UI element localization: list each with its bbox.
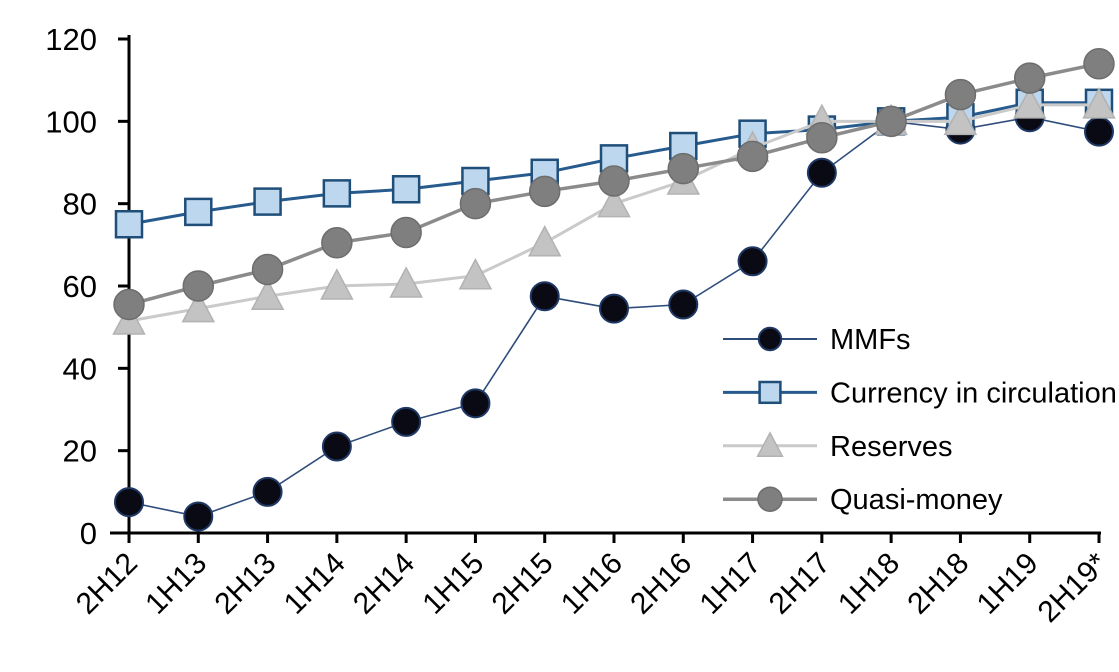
data-point-marker — [181, 290, 216, 323]
data-point-marker — [1083, 47, 1115, 80]
x-axis-tick-label: 2H13 — [208, 547, 282, 621]
x-axis-tick-label: 2H17 — [763, 547, 837, 621]
legend-label: Quasi-money — [830, 484, 1003, 516]
data-point-marker — [1082, 87, 1116, 119]
x-axis-label-group: 1H16 — [555, 547, 629, 621]
x-axis-tick-label: 1H18 — [832, 547, 906, 621]
x-axis-tick-label: 1H17 — [693, 547, 767, 621]
data-point-marker — [806, 157, 837, 188]
data-point-marker — [391, 406, 422, 437]
data-point-marker — [943, 103, 978, 136]
data-point-marker — [806, 122, 838, 154]
x-axis-label-group: 1H13 — [139, 547, 213, 621]
data-point-marker — [875, 105, 907, 138]
series-reserves — [112, 87, 1116, 335]
y-axis-labels: 0 20 40 60 80 100 120 — [45, 22, 97, 551]
legend-label: MMFs — [830, 324, 911, 356]
half-year-index-line-chart: 0 20 40 60 80 100 120 2H12 1H13 2H13 1H14 2H14 1H15 2… — [40, 16, 1119, 656]
y-axis-tick-label: 20 — [63, 434, 97, 469]
y-axis-tick-label: 60 — [63, 269, 97, 304]
x-axis-tick-label: 1H16 — [555, 547, 629, 621]
x-axis-tick-label: 1H19 — [971, 547, 1045, 621]
data-point-marker — [184, 197, 213, 227]
x-axis-label-group: 2H17 — [763, 547, 837, 621]
data-point-marker — [527, 225, 562, 257]
x-axis-label-group: 1H17 — [693, 547, 767, 621]
legend-item-currency-in-circulation: Currency in circulation — [723, 377, 1117, 409]
data-point-marker — [460, 388, 491, 419]
data-point-marker — [529, 281, 560, 312]
x-axis-tick-label: 1H13 — [139, 547, 213, 621]
data-point-marker — [251, 253, 284, 286]
data-point-marker — [737, 246, 768, 277]
data-point-marker — [756, 431, 784, 457]
data-point-marker — [944, 78, 977, 111]
legend: MMFs Currency in circulation Reserves Quasi… — [723, 324, 1117, 516]
data-point-marker — [1084, 116, 1114, 147]
x-axis-tick-label: 2H12 — [70, 547, 144, 621]
x-axis-tick-label: 2H14 — [347, 547, 421, 621]
x-axis-tick-label: 2H15 — [486, 547, 560, 621]
x-axis-label-group: 1H19 — [971, 547, 1045, 621]
data-point-marker — [1012, 87, 1047, 119]
x-axis-label-group: 2H13 — [208, 547, 282, 621]
x-axis-tick-label: 2H18 — [901, 547, 975, 621]
chart-canvas: 0204060801001202H121H132H131H142H141H152… — [45, 22, 1117, 629]
data-point-marker — [253, 187, 282, 216]
legend-label: Currency in circulation — [830, 377, 1117, 409]
axes — [110, 35, 1101, 543]
x-axis-label-group: 2H12 — [70, 547, 144, 621]
y-axis-tick-label: 40 — [63, 351, 97, 386]
legend-item-mmfs: MMFs — [723, 324, 911, 356]
data-point-marker — [598, 165, 630, 197]
x-axis-label-group: 2H15 — [486, 547, 560, 621]
data-point-marker — [758, 380, 782, 405]
data-point-marker — [597, 185, 631, 218]
x-axis-label-group: 1H14 — [278, 547, 352, 621]
x-axis-label-group: 2H18 — [901, 547, 975, 621]
data-point-marker — [321, 227, 353, 259]
data-point-marker — [757, 486, 783, 512]
x-axis-labels: 2H121H132H131H142H141H152H151H162H161H17… — [70, 546, 1114, 629]
y-axis-tick-label: 120 — [45, 22, 97, 57]
data-point-marker — [321, 431, 352, 462]
data-point-marker — [390, 216, 422, 249]
data-point-marker — [182, 270, 215, 302]
legend-item-reserves: Reserves — [723, 431, 953, 463]
x-axis-label-group: 1H18 — [832, 547, 906, 621]
y-axis-tick-label: 100 — [45, 104, 97, 139]
x-axis-label-group: 2H14 — [347, 547, 421, 621]
data-point-marker — [113, 288, 145, 321]
x-axis-tick-label: 1H14 — [278, 547, 352, 621]
x-axis-tick-label: 2H19* — [1032, 546, 1115, 629]
series-quasi-money — [113, 47, 1115, 321]
x-axis-label-group: 2H19* — [1032, 546, 1115, 629]
data-point-marker — [599, 293, 629, 324]
y-axis-tick-label: 80 — [63, 187, 97, 222]
data-point-marker — [736, 140, 769, 173]
data-point-marker — [528, 175, 561, 208]
y-axis-tick-label: 0 — [80, 516, 97, 551]
x-axis-label-group: 2H16 — [624, 547, 698, 621]
data-point-marker — [458, 257, 493, 290]
x-axis-tick-label: 1H15 — [416, 547, 490, 621]
data-point-marker — [667, 152, 700, 185]
data-point-marker — [114, 210, 144, 239]
data-point-marker — [1013, 62, 1046, 94]
data-point-marker — [183, 501, 214, 532]
data-point-marker — [391, 175, 421, 204]
data-point-marker — [389, 266, 423, 298]
x-axis-label-group: 1H15 — [416, 547, 490, 621]
data-point-marker — [757, 326, 783, 352]
legend-item-quasi-money: Quasi-money — [723, 484, 1003, 516]
data-point-marker — [250, 278, 285, 311]
data-point-marker — [114, 487, 144, 518]
data-point-marker — [322, 179, 352, 208]
data-point-marker — [459, 187, 492, 220]
data-point-marker — [252, 476, 283, 507]
data-point-marker — [320, 268, 354, 300]
data-point-marker — [668, 289, 699, 320]
legend-label: Reserves — [830, 431, 953, 463]
x-axis-tick-label: 2H16 — [624, 547, 698, 621]
